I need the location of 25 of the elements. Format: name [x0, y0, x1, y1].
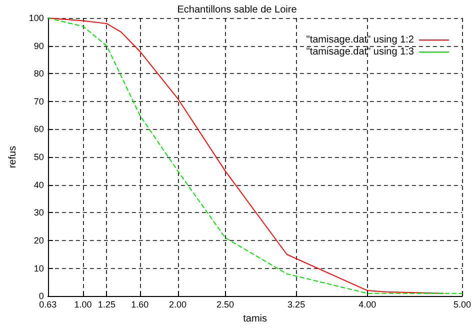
y-tick-label: 30	[34, 208, 44, 218]
legend-label: "tamisage.dat" using 1:2	[306, 34, 414, 46]
y-tick-label: 100	[28, 13, 44, 23]
y-tick-label: 60	[34, 124, 44, 134]
y-tick-label: 40	[34, 180, 44, 190]
x-tick-label: 2.50	[216, 300, 234, 310]
y-tick-label: 20	[34, 235, 44, 246]
x-tick-label: 0.63	[39, 300, 57, 310]
legend-label: "tamisage.dat" using 1:3	[306, 46, 414, 58]
x-tick-label: 3.25	[288, 300, 306, 310]
chart-title: Echantillons sable de Loire	[177, 4, 298, 16]
x-tick-label: 5.00	[453, 300, 472, 310]
y-tick-label: 10	[34, 263, 44, 274]
y-tick-label: 50	[34, 152, 44, 162]
y-tick-label: 80	[34, 68, 44, 79]
y-tick-label: 0	[38, 291, 44, 302]
x-tick-label: 1.00	[74, 300, 92, 310]
x-tick-label: 1.60	[131, 300, 149, 310]
x-axis-title: tamis	[243, 314, 268, 324]
x-tick-label: 1.25	[98, 300, 116, 310]
y-axis-title: refus	[8, 146, 18, 168]
x-tick-label: 4.00	[358, 300, 376, 310]
x-tick-label: 2.00	[169, 300, 187, 310]
y-tick-label: 70	[34, 96, 44, 106]
y-tick-label: 90	[34, 40, 44, 51]
